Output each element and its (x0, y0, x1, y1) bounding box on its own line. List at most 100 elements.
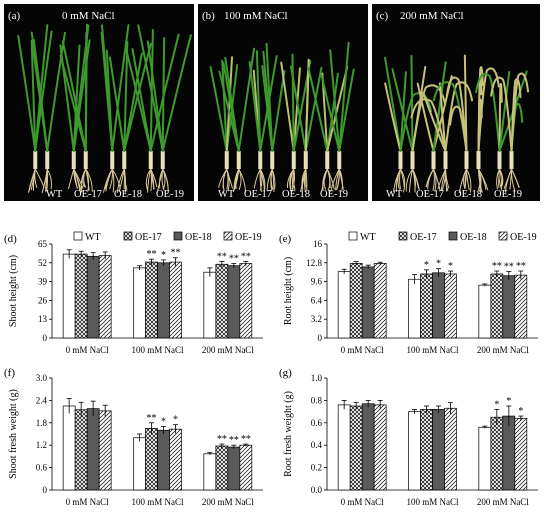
root (45, 168, 48, 192)
stem-base (509, 151, 514, 169)
leaf (391, 68, 414, 152)
legend-label: OE-17 (410, 232, 437, 243)
leaf (291, 53, 295, 152)
significance-star: ** (504, 262, 514, 273)
root (73, 168, 78, 189)
stem-base (443, 151, 448, 169)
leaf (61, 40, 87, 152)
photo-label-oe17: OE-17 (244, 189, 272, 200)
root (253, 168, 261, 189)
root (498, 168, 500, 188)
plant-image (17, 23, 192, 194)
photo-letter: (c) (376, 10, 389, 22)
photo-label-oe19: OE-19 (156, 189, 184, 200)
y-tick-label: 0.6 (36, 463, 48, 473)
significance-star: ** (229, 254, 239, 265)
leaf (32, 50, 49, 152)
panel-letter: (d) (4, 233, 17, 245)
leaf (146, 40, 164, 152)
bar (215, 263, 229, 339)
photo-label-oe19: OE-19 (320, 189, 348, 200)
bar (337, 404, 351, 491)
bar (490, 273, 504, 339)
legend-swatch (498, 231, 508, 241)
root (321, 168, 328, 192)
photo-label-oe19: OE-19 (494, 189, 522, 200)
stem-base (45, 151, 50, 169)
root (67, 168, 75, 190)
root (445, 168, 450, 189)
bar (145, 261, 158, 339)
bar (373, 263, 387, 339)
chart-e-svg: (e) WT OE-17 OE-18 OE-19 0 3.2 6.4 9.6 12.8 16 Root… (279, 231, 538, 355)
significance-star: ** (241, 251, 251, 262)
y-tick-label: 0.6 (311, 418, 323, 428)
leaf (475, 73, 501, 152)
root (338, 168, 343, 192)
y-tick-label: 1.2 (36, 440, 47, 450)
y-tick-label: 2.4 (36, 395, 48, 405)
stem-base (110, 151, 115, 169)
leaf (34, 30, 53, 152)
x-tick-label: 100 mM NaCl (406, 345, 459, 355)
significance-star: ** (492, 261, 502, 272)
leaf (111, 24, 130, 152)
root (305, 168, 308, 190)
bar (408, 278, 421, 339)
bar (502, 275, 516, 339)
leaf (161, 37, 166, 152)
root (73, 168, 84, 190)
root (123, 168, 127, 193)
root (336, 168, 340, 191)
photo-title: 200 mM NaCl (400, 10, 464, 22)
significance-star: * (506, 396, 511, 407)
leaf (108, 56, 126, 152)
bar (502, 415, 516, 491)
significance-star: * (494, 399, 499, 410)
photo-panel-c: (c) 200 mM NaCl WT OE-17 OE-18 OE-19 (372, 4, 540, 201)
root (259, 168, 266, 191)
photo-label-wt: WT (46, 189, 63, 200)
y-tick-label: 0.0 (311, 485, 323, 495)
legend: WT OE-17 OE-18 OE-19 (73, 231, 262, 243)
leaf (498, 70, 511, 152)
bar (373, 404, 387, 491)
photo-panel-a: (a) 0 mM NaCl WT OE-17 OE-18 OE-19 (4, 4, 194, 201)
legend-label: OE-17 (135, 232, 162, 243)
y-tick-label: 13 (38, 314, 48, 324)
stem-base (431, 151, 436, 169)
root (234, 168, 240, 190)
bar (98, 410, 112, 491)
root (226, 168, 234, 189)
x-tick-label: 0 mM NaCl (66, 345, 110, 355)
leaf (237, 47, 256, 152)
bar (361, 266, 375, 339)
root (496, 168, 500, 190)
significance-star: * (424, 260, 429, 271)
bar (169, 428, 182, 491)
root (118, 168, 125, 193)
bar (133, 437, 146, 491)
root (503, 168, 512, 190)
root (150, 168, 158, 188)
plant-image (384, 54, 530, 194)
stem-base (122, 151, 127, 169)
root (511, 168, 520, 188)
leaf (329, 49, 341, 152)
stem-base (258, 151, 263, 169)
bar (86, 255, 100, 339)
y-axis-label: Root height (cm) (283, 257, 294, 325)
root (161, 168, 165, 191)
leaf (131, 48, 152, 152)
root (433, 168, 437, 192)
bar (337, 271, 351, 339)
x-tick-label: 200 mM NaCl (202, 345, 255, 355)
bar (432, 409, 445, 491)
stem-base (291, 151, 296, 169)
legend-swatch (348, 231, 358, 241)
photo-label-oe18: OE-18 (282, 189, 310, 200)
significance-star: * (173, 415, 178, 426)
root (326, 168, 335, 190)
leaf (477, 98, 483, 152)
leaf (271, 70, 286, 152)
